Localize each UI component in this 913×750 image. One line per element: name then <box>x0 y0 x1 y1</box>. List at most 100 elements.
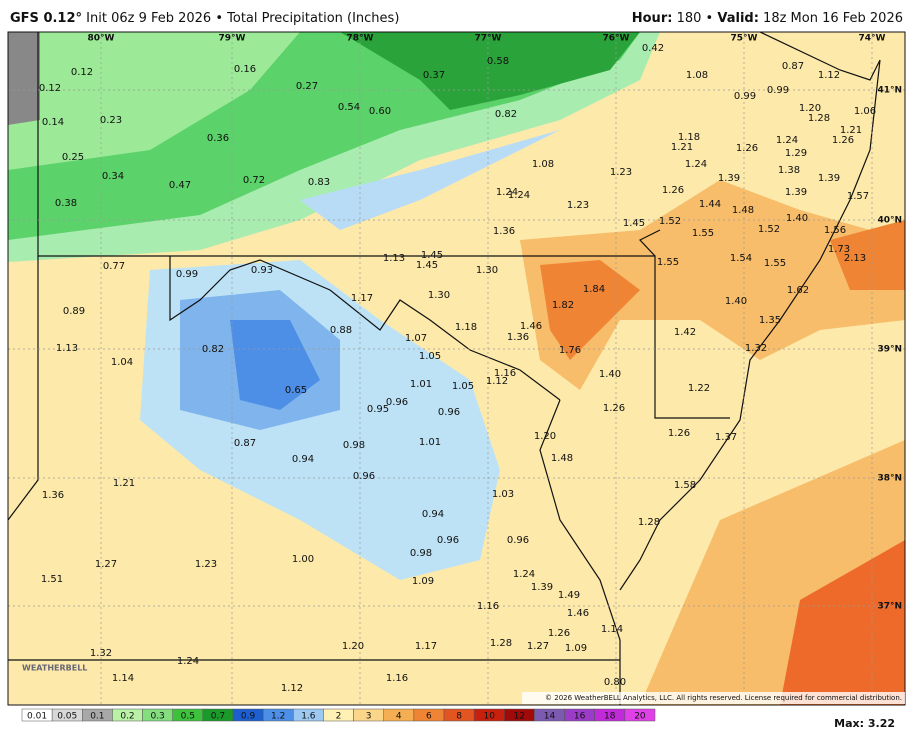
precip-value: 0.83 <box>308 177 330 188</box>
precip-value: 1.27 <box>527 641 549 652</box>
graticule <box>8 32 905 705</box>
precip-value: 1.18 <box>455 322 477 333</box>
precip-value: 1.76 <box>559 345 581 356</box>
precip-value: 1.24 <box>776 135 798 146</box>
legend-label: 0.9 <box>241 712 256 722</box>
precip-value: 1.16 <box>494 368 516 379</box>
legend-label: 3 <box>366 712 372 722</box>
precip-value: 0.12 <box>71 67 93 78</box>
precip-value: 1.40 <box>725 296 747 307</box>
green-pale <box>8 32 300 170</box>
precip-value: 1.23 <box>567 200 589 211</box>
longitude-label: 75°W <box>731 34 758 44</box>
precip-value: 1.26 <box>662 185 684 196</box>
legend-label: 6 <box>426 712 432 722</box>
precip-value: 1.32 <box>745 343 767 354</box>
precip-value: 0.72 <box>243 175 265 186</box>
valid-label: Valid: <box>717 11 759 26</box>
precip-value: 1.54 <box>730 253 752 264</box>
map-frame <box>7 31 906 706</box>
legend-label: 2 <box>336 712 342 722</box>
precip-value: 1.30 <box>428 290 450 301</box>
precip-value: 1.48 <box>551 453 573 464</box>
longitude-label: 80°W <box>88 34 115 44</box>
precip-value: 0.95 <box>367 404 389 415</box>
longitude-label: 78°W <box>347 34 374 44</box>
precip-value: 1.32 <box>90 648 112 659</box>
precip-value: 0.27 <box>296 81 318 92</box>
precip-value: 0.47 <box>169 180 191 191</box>
precip-value: 1.44 <box>699 199 721 210</box>
precip-value: 0.34 <box>102 171 124 182</box>
precip-value: 1.39 <box>531 582 553 593</box>
precip-value: 0.60 <box>369 106 391 117</box>
precip-value: 0.23 <box>100 115 122 126</box>
precip-value: 0.98 <box>410 548 432 559</box>
precip-value: 1.18 <box>678 132 700 143</box>
precip-value: 0.36 <box>207 133 229 144</box>
precip-value: 0.65 <box>285 385 307 396</box>
orange <box>540 260 640 360</box>
precip-value: 1.55 <box>692 228 714 239</box>
legend-label: 0.3 <box>150 712 164 722</box>
precip-value: 1.20 <box>534 431 556 442</box>
precip-value: 1.09 <box>412 576 434 587</box>
legend-label: 1.6 <box>301 712 316 722</box>
precip-value: 1.00 <box>292 554 314 565</box>
precip-value: 1.39 <box>785 187 807 198</box>
max-label: Max: <box>834 717 864 730</box>
precip-value: 1.57 <box>847 191 869 202</box>
precip-value: 1.12 <box>281 683 303 694</box>
precip-value: 1.39 <box>818 173 840 184</box>
precip-value: 1.58 <box>674 480 696 491</box>
precip-value: 1.23 <box>610 167 632 178</box>
legend-label: 18 <box>604 712 616 722</box>
precip-value: 1.28 <box>808 113 830 124</box>
green-dark <box>340 32 640 110</box>
precip-value: 0.14 <box>42 117 64 128</box>
precip-value: 1.17 <box>415 641 437 652</box>
precip-value: 1.20 <box>342 641 364 652</box>
precip-value: 0.99 <box>734 91 756 102</box>
precip-value: 1.46 <box>567 608 589 619</box>
hour-label: Hour: <box>632 11 673 26</box>
blue <box>230 320 320 410</box>
precip-value: 0.38 <box>55 198 77 209</box>
precip-value: 1.21 <box>840 125 862 136</box>
separator: • <box>706 11 714 26</box>
precip-value: 1.28 <box>638 517 660 528</box>
legend-label: 0.05 <box>57 712 77 722</box>
precip-value: 0.89 <box>63 306 85 317</box>
title: Init 06z 9 Feb 2026 • Total Precipitatio… <box>86 11 399 26</box>
precip-value: 1.01 <box>410 379 432 390</box>
precip-value: 1.28 <box>490 638 512 649</box>
precip-value: 1.45 <box>623 218 645 229</box>
precip-value: 1.01 <box>419 437 441 448</box>
precip-value: 1.26 <box>736 143 758 154</box>
precip-value: 0.94 <box>292 454 314 465</box>
borders-south <box>8 399 621 705</box>
precip-value: 1.08 <box>686 70 708 81</box>
precip-value: 1.14 <box>601 624 623 635</box>
precip-value: 0.93 <box>251 265 273 276</box>
legend-label: 0.1 <box>90 712 104 722</box>
precip-value: 2.13 <box>844 253 866 264</box>
precip-value: 1.16 <box>386 673 408 684</box>
state-borders <box>37 32 730 419</box>
legend-label: 10 <box>483 712 495 722</box>
legend-label: 14 <box>544 712 556 722</box>
precip-value: 1.12 <box>486 376 508 387</box>
precip-value: 0.82 <box>202 344 224 355</box>
precip-value: 0.96 <box>386 397 408 408</box>
latitude-label: 40°N <box>877 216 902 226</box>
precip-value: 1.26 <box>603 403 625 414</box>
precip-value: 1.52 <box>758 224 780 235</box>
precip-value: 1.29 <box>785 148 807 159</box>
longitude-label: 77°W <box>475 34 502 44</box>
precip-value: 1.73 <box>828 244 850 255</box>
red-se <box>780 540 905 705</box>
precip-value: 1.24 <box>685 159 707 170</box>
precip-value: 0.87 <box>234 438 256 449</box>
precip-value: 1.49 <box>558 590 580 601</box>
precip-value: 0.37 <box>423 70 445 81</box>
